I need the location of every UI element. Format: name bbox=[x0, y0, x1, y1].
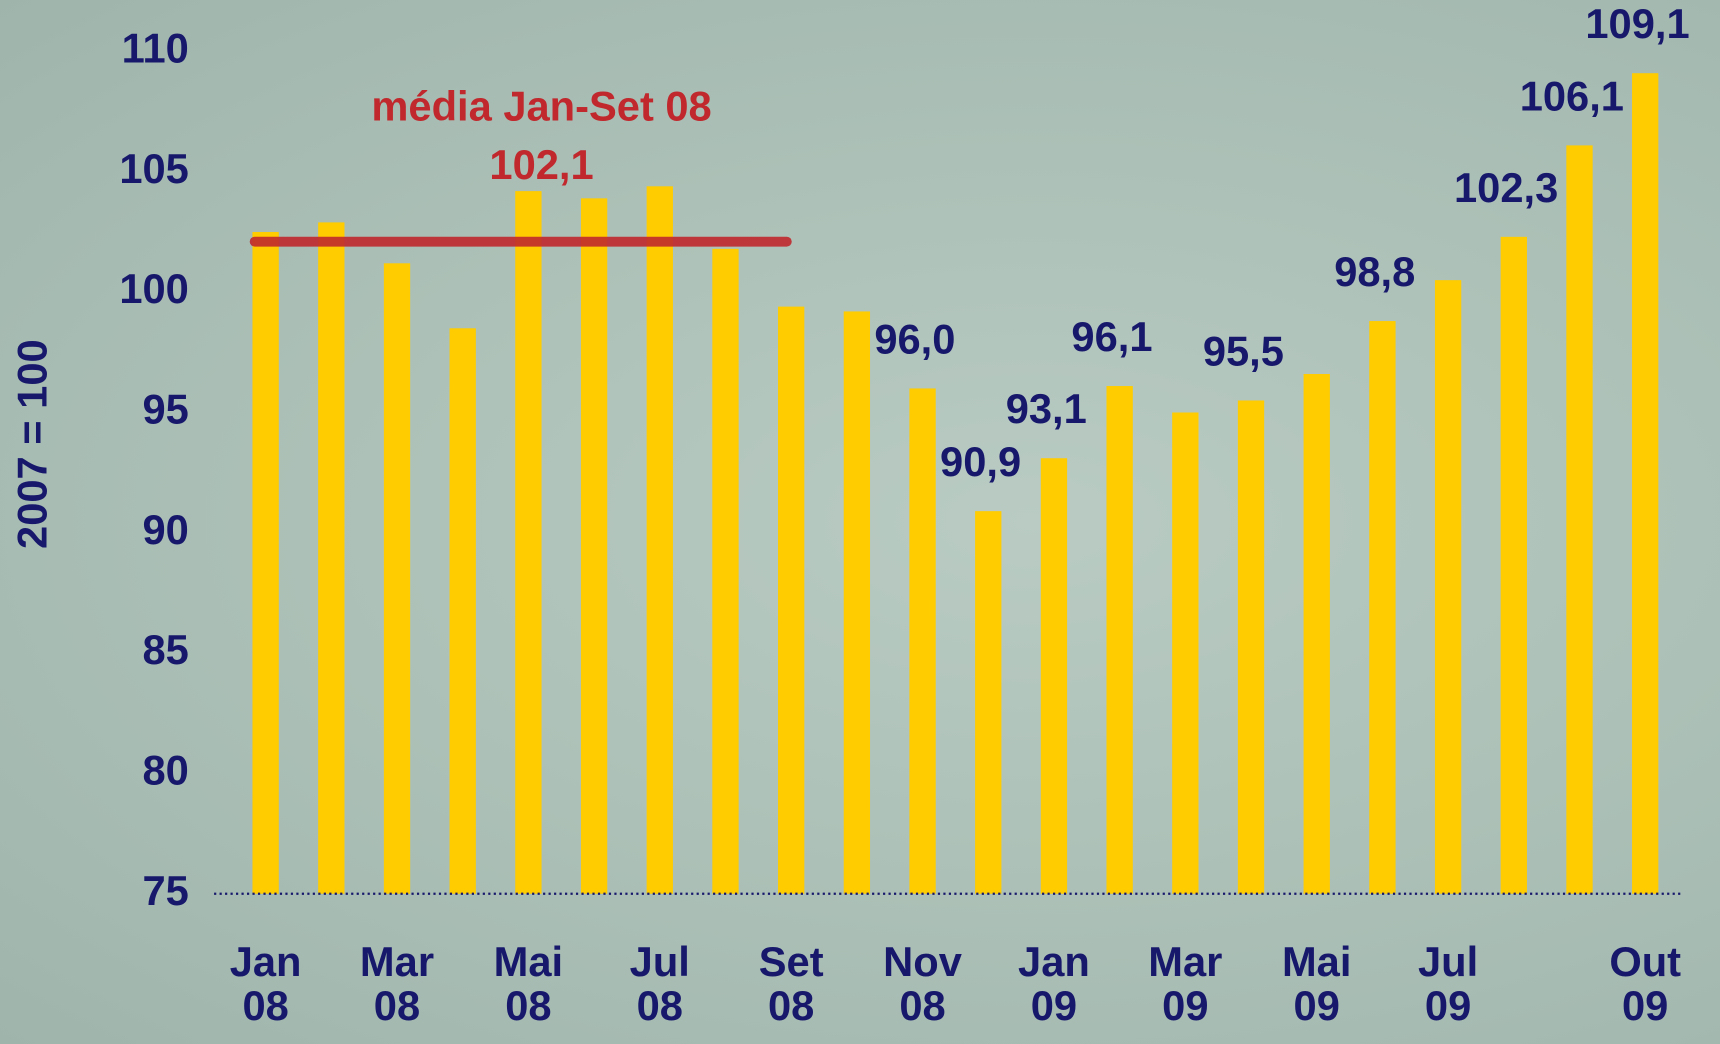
x-tick-label: Mai 09 bbox=[1281, 940, 1352, 1030]
x-tick-label-box: Jul 09 bbox=[1418, 940, 1479, 1030]
bar bbox=[909, 388, 936, 894]
x-tick-label: Jan 09 bbox=[1018, 940, 1090, 1030]
bar bbox=[778, 306, 805, 894]
bar bbox=[1303, 373, 1330, 894]
x-tick-label-box: Jul 08 bbox=[629, 940, 690, 1030]
bar bbox=[1369, 321, 1396, 894]
bar bbox=[318, 222, 345, 894]
bar bbox=[1237, 400, 1265, 894]
x-tick-label-box: Jan 08 bbox=[229, 940, 302, 1030]
value-label: 96,1 bbox=[1071, 313, 1152, 360]
value-label: 95,5 bbox=[1203, 327, 1284, 374]
bar bbox=[1434, 280, 1462, 894]
bar bbox=[646, 186, 673, 894]
x-tick-label: Mai 08 bbox=[493, 940, 564, 1030]
y-tick-label: 80 bbox=[143, 746, 189, 793]
x-tick-label: Jan 08 bbox=[229, 940, 302, 1030]
annotation-value: 102,1 bbox=[489, 141, 593, 188]
x-tick-label-box: Mai 08 bbox=[493, 940, 564, 1030]
x-tick-label-box: Out 09 bbox=[1609, 940, 1682, 1030]
value-label: 93,1 bbox=[1006, 385, 1087, 432]
x-tick-label: Set 08 bbox=[758, 940, 824, 1030]
bar bbox=[252, 232, 279, 894]
x-tick-label: Jul 08 bbox=[629, 940, 690, 1030]
x-tick-label-box: Nov 08 bbox=[883, 940, 962, 1030]
bar bbox=[383, 263, 411, 894]
value-label: 106,1 bbox=[1520, 72, 1624, 119]
y-tick-label: 95 bbox=[143, 385, 189, 432]
x-tick-label-box: Mar 09 bbox=[1148, 940, 1223, 1030]
value-label: 96,0 bbox=[874, 315, 955, 362]
annotation-text: média Jan-Set 08 bbox=[371, 83, 711, 130]
x-tick-label-box: Jan 09 bbox=[1018, 940, 1090, 1030]
y-axis-label: 2007 = 100 bbox=[8, 339, 55, 549]
bar bbox=[843, 311, 871, 894]
y-tick-label: 75 bbox=[143, 867, 189, 914]
x-tick-label: Nov 08 bbox=[883, 940, 962, 1030]
y-tick-label: 85 bbox=[143, 626, 189, 673]
bar bbox=[1040, 458, 1068, 894]
value-label: 102,3 bbox=[1454, 164, 1558, 211]
bar bbox=[1172, 412, 1199, 894]
x-tick-label-box: Mai 09 bbox=[1281, 940, 1352, 1030]
y-tick-label: 100 bbox=[119, 265, 189, 312]
bar bbox=[1632, 73, 1659, 894]
bar bbox=[975, 511, 1002, 894]
x-tick-label-box: Set 08 bbox=[758, 940, 824, 1030]
value-label: 98,8 bbox=[1334, 248, 1415, 295]
bar bbox=[1500, 236, 1527, 894]
bar bbox=[1566, 145, 1593, 894]
y-tick-label: 90 bbox=[143, 506, 189, 553]
x-tick-label: Mar 08 bbox=[359, 940, 435, 1030]
bar bbox=[1106, 386, 1133, 894]
y-tick-label: 110 bbox=[122, 25, 189, 72]
value-label: 109,1 bbox=[1585, 0, 1689, 47]
bar bbox=[712, 248, 739, 894]
x-tick-label: Out 09 bbox=[1609, 940, 1682, 1030]
x-tick-label: Mar 09 bbox=[1148, 940, 1223, 1030]
x-tick-label-box: Mar 08 bbox=[359, 940, 435, 1030]
y-tick-label: 105 bbox=[119, 145, 189, 192]
x-tick-label: Jul 09 bbox=[1418, 940, 1479, 1030]
bar bbox=[515, 191, 542, 894]
bar bbox=[580, 198, 608, 894]
bar bbox=[449, 328, 476, 894]
value-label: 90,9 bbox=[940, 438, 1021, 485]
